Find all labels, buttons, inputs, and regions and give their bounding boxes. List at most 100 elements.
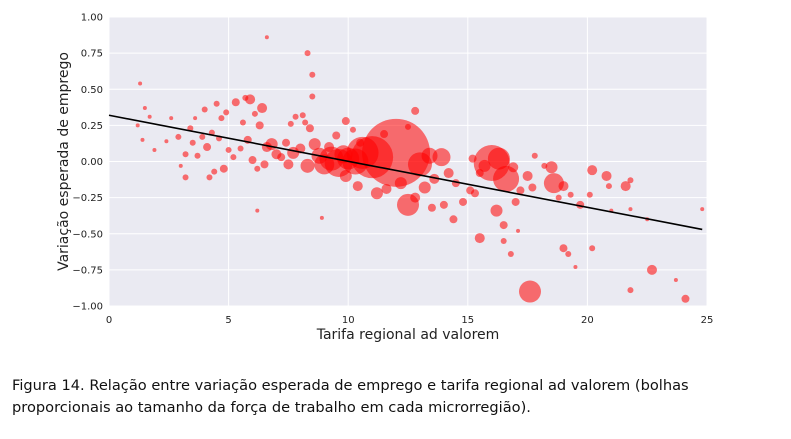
data-point [206,174,213,181]
data-point [147,114,152,119]
data-point [567,191,574,198]
data-point [605,183,612,190]
data-point [193,116,198,121]
data-point [282,138,291,147]
data-point [324,142,335,153]
data-point [516,228,521,233]
data-point [135,123,140,128]
x-tick-label: 20 [581,315,594,326]
data-point [487,147,510,170]
y-tick-label: 0.50 [81,85,103,96]
data-point [475,169,484,178]
data-point [352,181,363,192]
data-point [646,264,657,275]
data-point [681,294,690,303]
data-point [199,133,206,140]
data-point [302,119,309,126]
data-point [264,35,269,40]
data-point [194,152,201,159]
data-point [152,147,157,152]
data-point [511,197,520,206]
data-point [516,186,525,195]
data-point [427,203,436,212]
data-point [405,123,411,130]
y-tick-label: −0.50 [72,229,103,240]
data-point [411,106,420,115]
x-axis-label: Tarifa regional ad valorem [316,327,500,343]
data-point [589,245,596,252]
data-point [478,159,491,172]
y-tick-label: −0.25 [72,193,103,204]
data-point [142,106,147,111]
data-point [356,138,365,147]
data-point [260,160,269,169]
data-point [308,138,321,151]
data-point [565,250,572,257]
data-point [601,170,612,181]
data-point [287,120,294,127]
data-point [545,161,558,174]
x-tick-label: 25 [701,315,714,326]
data-point [309,93,316,100]
y-axis-ticks: −1.00 −0.75 −0.50 −0.25 0.00 0.25 0.50 0.75 1.00 [72,13,103,313]
figure-caption: Figura 14. Relação entre variação espera… [12,377,689,416]
data-point [541,162,548,169]
data-point [380,130,389,139]
data-point [555,194,562,201]
data-point [429,173,440,184]
x-tick-label: 5 [225,315,231,326]
data-point [381,183,392,194]
data-point [257,103,268,114]
data-point [255,121,264,130]
y-axis-label: Variação esperada de emprego [56,52,72,271]
data-point [558,181,569,192]
data-point [700,207,705,212]
data-point [225,146,232,153]
y-tick-label: 1.00 [81,13,103,24]
data-point [182,151,189,158]
data-point [349,126,356,133]
data-points [135,35,705,303]
data-point [518,280,541,303]
data-point [370,187,383,200]
data-point [673,277,678,282]
data-point [439,200,448,209]
data-point [189,139,196,146]
data-point [255,208,260,213]
data-point [499,221,508,230]
data-point [628,207,633,212]
data-point [332,131,341,140]
data-point [187,125,194,132]
data-point [559,244,568,253]
data-point [394,177,407,190]
data-point [237,145,244,152]
data-point [211,168,218,175]
data-point [474,233,485,244]
data-point [164,139,169,144]
data-point [304,50,311,57]
data-point [459,197,468,206]
data-point [213,100,220,107]
data-point [300,158,315,173]
data-point [421,147,438,164]
data-point [219,164,228,173]
data-point [140,137,145,142]
data-point [203,143,212,152]
data-point [587,165,598,176]
data-point [169,116,174,121]
data-point [339,169,352,182]
data-point [319,215,324,220]
data-point [231,98,240,107]
data-point [230,154,237,161]
x-tick-label: 0 [106,315,112,326]
y-tick-label: 0.75 [81,49,103,60]
data-point [620,181,631,192]
data-point [138,81,143,86]
data-point [443,168,454,179]
data-point [309,71,316,78]
data-point [239,119,246,126]
data-point [305,124,314,133]
data-point [410,192,421,203]
data-point [490,204,503,217]
data-point [543,173,564,194]
